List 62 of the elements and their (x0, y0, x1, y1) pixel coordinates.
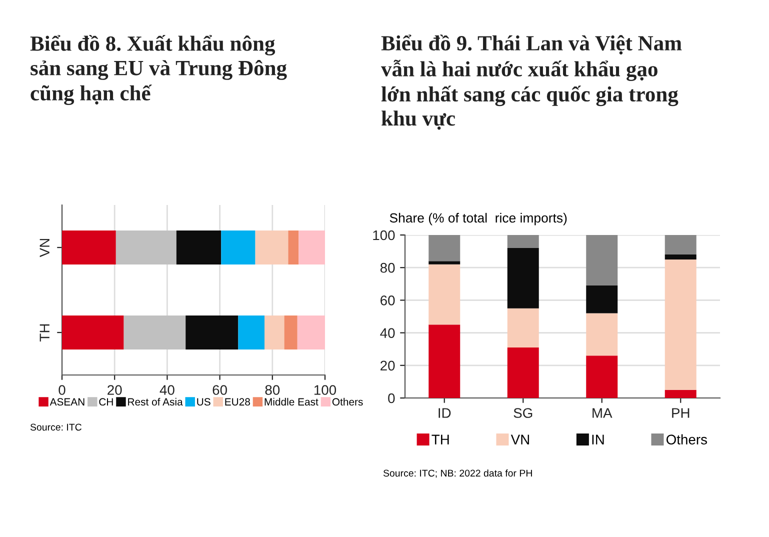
legend-label: TH (432, 434, 449, 444)
bar (428, 235, 460, 262)
bar (255, 230, 288, 264)
bar (62, 230, 116, 264)
bar (664, 390, 696, 398)
bar (586, 356, 618, 398)
x-tick-label: SG (514, 408, 532, 418)
bar (221, 230, 256, 264)
bar (586, 286, 618, 314)
bar (586, 235, 618, 286)
x-tick-label: 0 (58, 385, 66, 395)
bar (507, 235, 539, 248)
x-tick-label: MA (592, 408, 612, 418)
bar (176, 230, 222, 264)
bar (664, 254, 696, 260)
x-tick-label: 60 (212, 385, 227, 395)
x-tick-label: 20 (108, 385, 122, 395)
legend-label: Middle East (264, 398, 318, 406)
y-tick-label: 40 (380, 328, 395, 338)
source-note: Source: ITC (30, 424, 82, 431)
bar (507, 248, 539, 308)
bar (428, 324, 460, 398)
y-tick-label: 20 (380, 360, 395, 371)
bar (507, 308, 539, 348)
bar (284, 316, 298, 350)
bar (186, 316, 238, 350)
y-axis-title: Share (% of total rice imports) (390, 212, 567, 226)
legend-label: ASEAN (50, 398, 84, 406)
legend-label: US (197, 398, 210, 406)
legend-label: Others (666, 434, 707, 444)
bar (664, 235, 696, 255)
bar (586, 313, 618, 356)
legend-label: CH (99, 398, 113, 406)
bar (298, 230, 325, 264)
legend-label: EU28 (225, 398, 250, 406)
bar (124, 316, 186, 350)
chart-title: Biểu đồ 8. Xuất khẩu nông sản sang EU và Trung Đông cũng hạn chế (30, 35, 287, 106)
x-tick-label: 80 (265, 385, 280, 395)
chart-title: Biểu đồ 9. Thái Lan và Việt Nam vẫn là hai nước xuất khẩu gạo lớn nhất sang các quốc gia trong khu vực (381, 34, 682, 130)
x-tick-label: 40 (160, 385, 174, 395)
bar (297, 316, 325, 350)
bar (428, 264, 460, 325)
bar (428, 261, 460, 264)
legend-label: IN (592, 434, 604, 444)
x-tick-label: 100 (314, 385, 336, 395)
legend-label: Rest of Asia (128, 398, 183, 406)
bar (62, 316, 124, 350)
legend-label: Others (332, 398, 363, 406)
x-tick-label: ID (438, 408, 451, 418)
legend-label: VN (510, 434, 529, 444)
x-tick-label: PH (672, 408, 690, 418)
y-tick-label: 100 (373, 230, 395, 240)
bar (288, 230, 299, 264)
bar (264, 316, 284, 350)
y-tick-label: 60 (380, 296, 395, 306)
y-tick-label: 0 (388, 393, 395, 404)
y-tick-label: 80 (380, 262, 395, 273)
bar (116, 230, 176, 264)
bar (507, 347, 539, 398)
source-note: Source: ITC; NB: 2022 data for PH (383, 469, 532, 478)
bar (664, 259, 696, 390)
bar (238, 316, 265, 350)
